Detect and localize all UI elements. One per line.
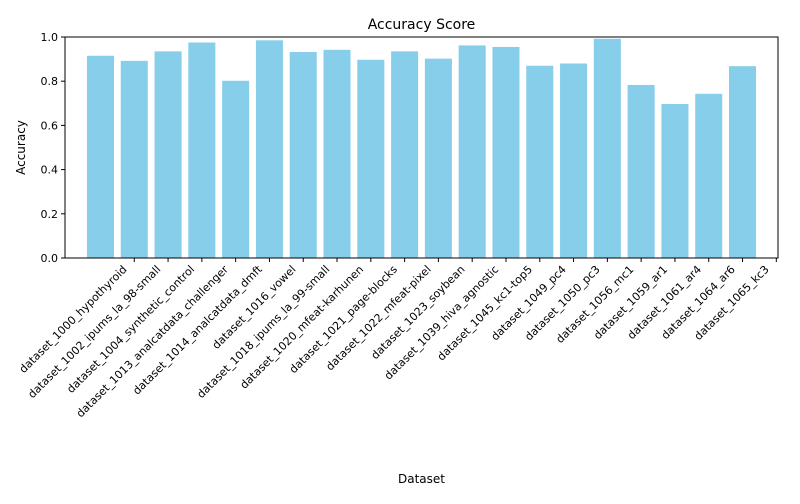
chart-title: Accuracy Score xyxy=(368,17,476,33)
bar-dataset_1021_page-blocks xyxy=(357,59,385,258)
bar-dataset_1014_analcatdata_dmft xyxy=(222,80,250,259)
bar-dataset_1059_ar1 xyxy=(627,84,655,258)
bar-dataset_1023_soybean xyxy=(424,58,452,258)
y-tick-label: 0.6 xyxy=(41,119,59,132)
x-ticks-group: dataset_1000_hypothyroiddataset_1002_ipu… xyxy=(17,258,777,420)
bar-dataset_1061_ar4 xyxy=(661,103,689,258)
x-tick-label: dataset_1020_mfeat-karhunen xyxy=(238,263,367,392)
bar-dataset_1016_vowel xyxy=(255,40,283,258)
bar-dataset_1064_ar6 xyxy=(695,93,723,258)
y-tick-label: 0.4 xyxy=(41,164,59,177)
y-tick-label: 0.2 xyxy=(41,208,59,221)
bar-dataset_1002_ipums_la_98-small xyxy=(120,60,148,259)
plot-frame xyxy=(64,36,779,259)
x-tick-label: dataset_1004_synthetic_control xyxy=(64,263,197,396)
bar-dataset_1056_mc1 xyxy=(593,38,621,258)
bar-dataset_1050_pc3 xyxy=(560,63,588,258)
bar-dataset_1004_synthetic_control xyxy=(154,51,182,258)
bar-dataset_1022_mfeat-pixel xyxy=(391,51,419,258)
x-axis-label: Dataset xyxy=(398,472,445,486)
bar-dataset_1065_kc3 xyxy=(729,66,757,258)
bars-group xyxy=(86,38,757,259)
y-tick-label: 0.8 xyxy=(41,75,59,88)
bar-dataset_1018_ipums_la_99-small xyxy=(289,52,317,258)
y-tick-label: 0.0 xyxy=(41,252,59,265)
y-ticks-group: 0.0 0.2 0.4 0.6 0.8 1.0 xyxy=(41,31,65,265)
bar-dataset_1000_hypothyroid xyxy=(86,55,114,258)
y-axis-label: Accuracy xyxy=(14,120,28,175)
bar-dataset_1039_hiva_agnostic xyxy=(458,45,486,259)
bar-dataset_1045_kc1-top5 xyxy=(492,46,520,258)
bar-dataset_1049_pc4 xyxy=(526,65,554,258)
bar-dataset_1020_mfeat-karhunen xyxy=(323,49,351,259)
bar-dataset_1013_analcatdata_challenger xyxy=(188,42,216,259)
y-tick-label: 1.0 xyxy=(41,31,59,44)
